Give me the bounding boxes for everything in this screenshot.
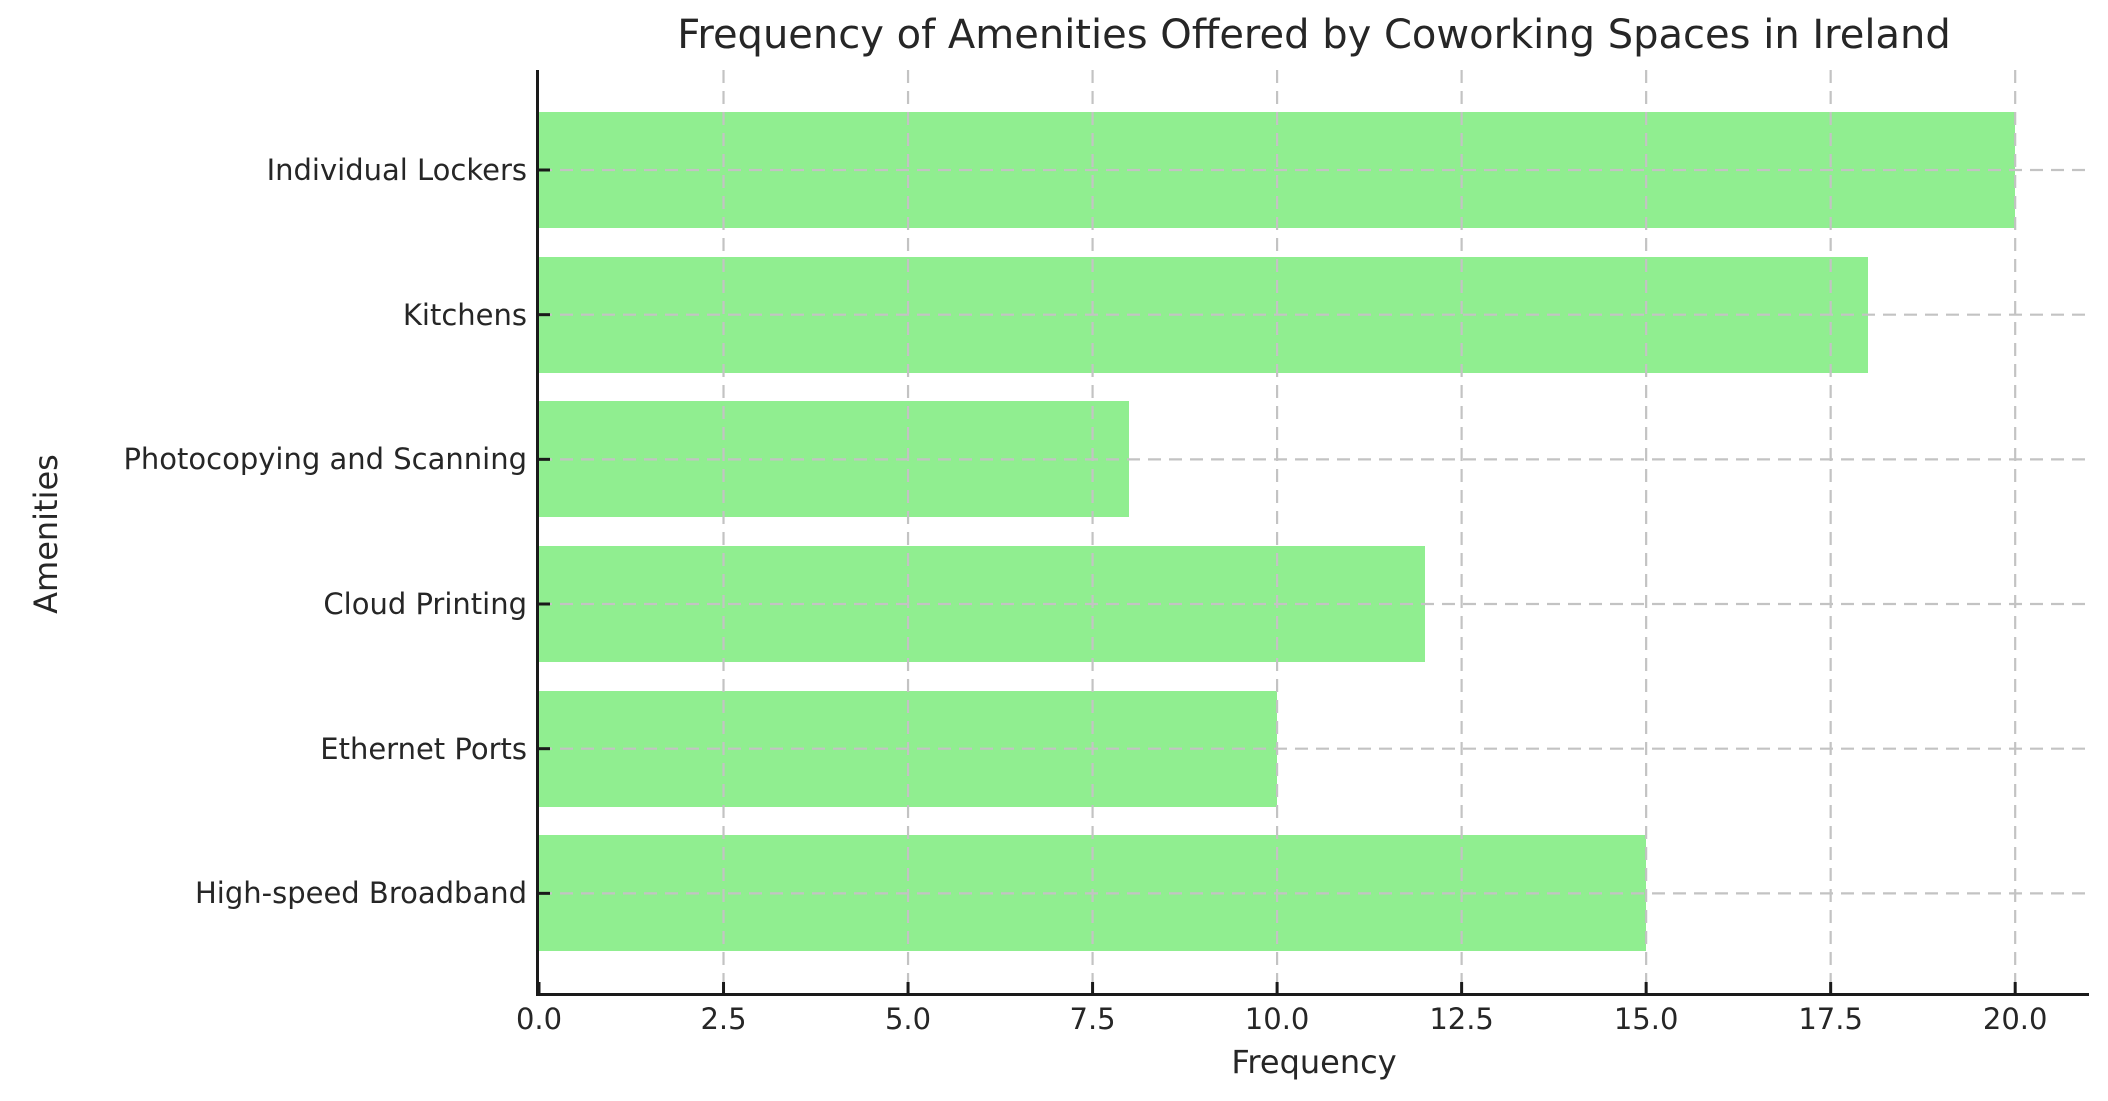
- x-tick-label: 15.0: [1613, 1002, 1679, 1036]
- x-tick-label: 10.0: [1244, 1002, 1310, 1036]
- y-tick-label: Cloud Printing: [323, 587, 527, 621]
- bar-cloud-printing: [539, 546, 1425, 662]
- x-tick-label: 5.0: [884, 1002, 932, 1036]
- y-tick-label: High-speed Broadband: [194, 876, 527, 911]
- bars-layer: [539, 70, 2089, 993]
- y-tick-label: Photocopying and Scanning: [123, 442, 527, 477]
- y-tick-label: Ethernet Ports: [320, 731, 527, 766]
- x-tick-label: 0.0: [515, 1002, 563, 1036]
- y-tick-label: Kitchens: [402, 297, 527, 332]
- bar-kitchens: [539, 256, 1868, 373]
- bar-ethernet-ports: [539, 690, 1278, 807]
- x-tick-label: 20.0: [1982, 1002, 2048, 1036]
- bar-high-speed-broadband: [539, 835, 1647, 952]
- plot-area: [536, 70, 2089, 996]
- x-axis-label: Frequency: [1231, 1043, 1397, 1081]
- y-tick-label: Individual Lockers: [266, 153, 527, 187]
- chart-title: Frequency of Amenities Offered by Cowork…: [677, 12, 1951, 58]
- x-tick-label: 7.5: [1069, 1002, 1116, 1036]
- bar-photocopying-and-scanning: [539, 401, 1130, 518]
- x-tick-label: 12.5: [1429, 1002, 1494, 1036]
- x-tick-label: 2.5: [700, 1002, 747, 1036]
- bar-individual-lockers: [539, 112, 2016, 228]
- x-tick-label: 17.5: [1798, 1002, 1863, 1036]
